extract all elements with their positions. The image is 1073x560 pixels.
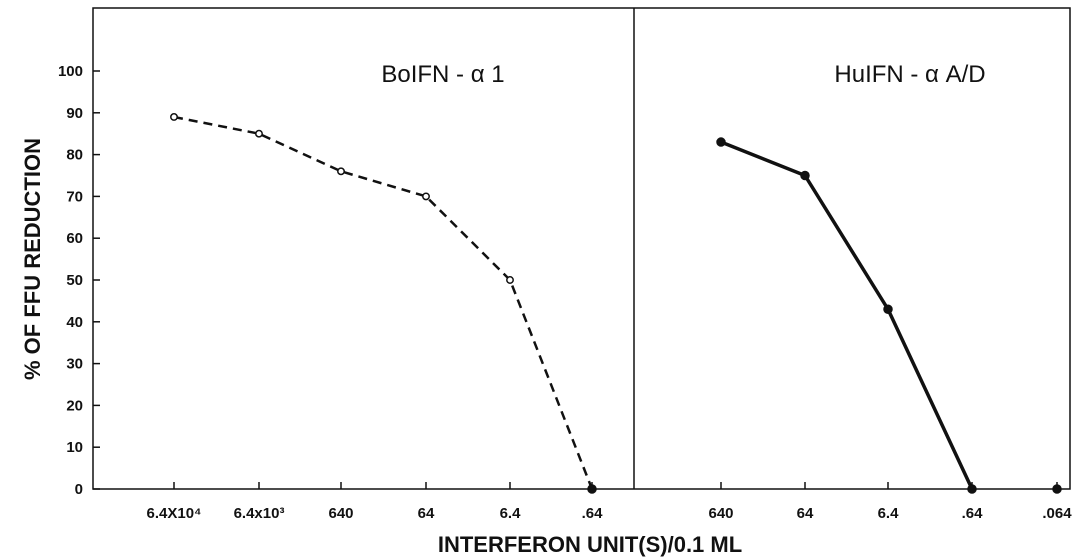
data-point: [883, 304, 893, 315]
x-tick-label: 640: [328, 505, 353, 522]
y-tick-label: 60: [66, 230, 83, 247]
x-tick-label: 6.4X10⁴: [147, 505, 202, 522]
y-tick-label: 50: [66, 272, 83, 289]
x-tick-label: 6.4: [500, 505, 522, 522]
x-tick-label: 640: [708, 505, 733, 522]
series-line: [173, 115, 594, 490]
y-axis-title: % OF FFU REDUCTION: [20, 138, 45, 380]
x-tick-label: .064: [1042, 505, 1072, 522]
panel-hulfn: HuIFN - α A/D 640 64 6.4 .64 .064: [708, 61, 1072, 522]
panel-title: HuIFN - α A/D: [834, 61, 985, 88]
y-tick-label: 30: [66, 356, 83, 373]
data-point: [587, 484, 597, 494]
series-line: [720, 140, 974, 490]
data-point: [337, 167, 345, 176]
data-point: [422, 192, 430, 201]
data-point: [255, 129, 263, 138]
x-tick-label: 64: [797, 505, 814, 522]
x-tick-label: 64: [418, 505, 435, 522]
panel-title: BoIFN - α 1: [381, 61, 504, 88]
y-tick-label: 80: [66, 147, 83, 164]
x-axis-title: INTERFERON UNIT(S)/0.1 ML: [438, 532, 742, 557]
data-point: [716, 137, 726, 147]
data-point: [170, 113, 178, 121]
y-tick-label: 70: [66, 188, 83, 205]
plot-frame: [92, 7, 1071, 490]
plot-border: [92, 7, 1071, 490]
panel-bolfn: BoIFN - α 1 6.4X10⁴ 6.4x10³ 640 64 6.4 .64: [147, 61, 604, 522]
y-tick-label: 90: [66, 105, 83, 122]
x-tick-label: 6.4: [878, 505, 900, 522]
y-tick-label: 20: [66, 397, 83, 414]
y-tick-label: 10: [66, 439, 83, 456]
y-tick-label: 40: [66, 314, 83, 331]
data-point: [506, 276, 514, 284]
y-tick-label: 100: [58, 63, 83, 80]
y-axis: 0 10 20 30 40 50 60 70 80 90 100: [58, 63, 100, 498]
y-tick-label: 0: [75, 481, 83, 498]
x-tick-label: 6.4x10³: [234, 505, 285, 522]
data-point: [1052, 484, 1062, 494]
x-tick-label: .64: [582, 505, 604, 522]
data-point: [967, 484, 977, 494]
x-tick-label: .64: [962, 505, 984, 522]
data-point: [800, 170, 810, 181]
